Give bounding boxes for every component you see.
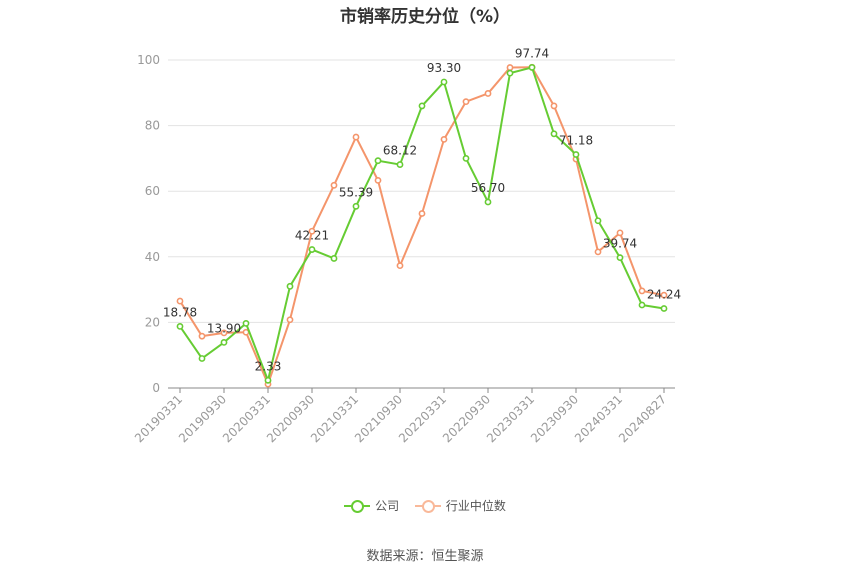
data-point-industry-median[interactable]: [352, 133, 360, 141]
grid-lines: [168, 59, 675, 323]
data-point-industry-median[interactable]: [176, 297, 184, 305]
data-point-company[interactable]: [286, 282, 294, 290]
data-label: 55.39: [339, 185, 373, 199]
data-point-industry-median[interactable]: [462, 98, 470, 106]
data-point-company[interactable]: [308, 246, 316, 253]
legend-item-industry-median[interactable]: 行业中位数: [414, 497, 506, 514]
legend-label-industry-median: 行业中位数: [445, 499, 506, 513]
data-point-company[interactable]: [374, 157, 382, 165]
data-label: 97.74: [515, 46, 549, 60]
data-label: 2.33: [255, 359, 282, 373]
data-label: 24.24: [647, 287, 681, 301]
data-point-company[interactable]: [660, 305, 668, 312]
data-point-industry-median[interactable]: [594, 248, 602, 256]
legend-item-company[interactable]: 公司: [344, 497, 399, 514]
data-point-industry-median[interactable]: [616, 229, 624, 237]
data-point-industry-median[interactable]: [550, 102, 558, 110]
data-point-industry-median[interactable]: [308, 227, 316, 235]
x-tick-label: 20240827: [616, 392, 669, 445]
data-point-industry-median[interactable]: [396, 262, 404, 270]
y-tick-label: 60: [145, 184, 160, 198]
y-tick-label: 100: [137, 53, 160, 67]
data-point-company[interactable]: [396, 161, 404, 168]
chart-plot: 0204060801002019033120190930202003312020…: [132, 46, 681, 445]
data-label: 56.70: [471, 181, 505, 195]
data-point-industry-median[interactable]: [638, 287, 646, 295]
data-point-company[interactable]: [506, 69, 514, 77]
data-point-company[interactable]: [550, 130, 558, 138]
y-tick-label: 40: [145, 250, 160, 264]
data-label: 18.78: [163, 305, 197, 319]
data-point-company[interactable]: [528, 64, 536, 71]
data-point-company[interactable]: [462, 154, 470, 162]
data-label: 68.12: [383, 144, 417, 158]
data-point-company[interactable]: [440, 78, 448, 86]
data-point-company[interactable]: [572, 151, 580, 158]
data-point-company[interactable]: [594, 217, 602, 225]
y-tick-label: 80: [145, 119, 160, 133]
data-point-industry-median[interactable]: [374, 176, 382, 184]
legend-swatch-company: [344, 499, 371, 513]
data-point-industry-median[interactable]: [330, 181, 338, 189]
data-point-company[interactable]: [352, 202, 360, 210]
legend: 公司 行业中位数: [0, 497, 850, 516]
data-label: 39.74: [603, 237, 637, 251]
source-note: 数据来源：恒生聚源: [366, 549, 484, 564]
data-point-industry-median[interactable]: [198, 332, 206, 340]
data-point-industry-median[interactable]: [220, 329, 228, 337]
data-point-company[interactable]: [616, 254, 624, 262]
data-point-company[interactable]: [242, 319, 250, 327]
data-point-industry-median[interactable]: [506, 64, 514, 71]
data-point-industry-median[interactable]: [418, 210, 426, 217]
data-point-company[interactable]: [484, 198, 492, 206]
data-point-industry-median[interactable]: [660, 291, 668, 299]
data-point-company[interactable]: [264, 376, 272, 384]
data-point-industry-median[interactable]: [440, 135, 448, 143]
data-point-industry-median[interactable]: [286, 316, 294, 324]
chart-title: 市销率历史分位（%）: [339, 7, 511, 27]
series-lines: [176, 63, 668, 388]
data-label: 71.18: [559, 134, 593, 148]
data-label: 42.21: [295, 229, 329, 243]
series-line-industry-median: [179, 66, 665, 386]
data-point-company[interactable]: [176, 323, 184, 330]
data-point-company[interactable]: [418, 102, 426, 110]
y-tick-label: 0: [152, 381, 160, 395]
axes: 0204060801002019033120190930202003312020…: [132, 53, 675, 445]
data-label: 93.30: [427, 61, 461, 75]
legend-swatch-industry-median: [414, 499, 441, 513]
data-point-industry-median[interactable]: [484, 90, 492, 97]
legend-label-company: 公司: [375, 499, 400, 513]
data-point-company[interactable]: [638, 301, 646, 309]
y-tick-label: 20: [145, 315, 160, 329]
data-labels: 18.78 13.90 2.33 42.21 55.39 68.12 93.30 56.70 9…: [163, 46, 681, 373]
data-point-company[interactable]: [198, 355, 206, 362]
data-point-company[interactable]: [220, 339, 228, 346]
data-point-company[interactable]: [330, 255, 338, 262]
data-label: 13.90: [207, 321, 241, 335]
